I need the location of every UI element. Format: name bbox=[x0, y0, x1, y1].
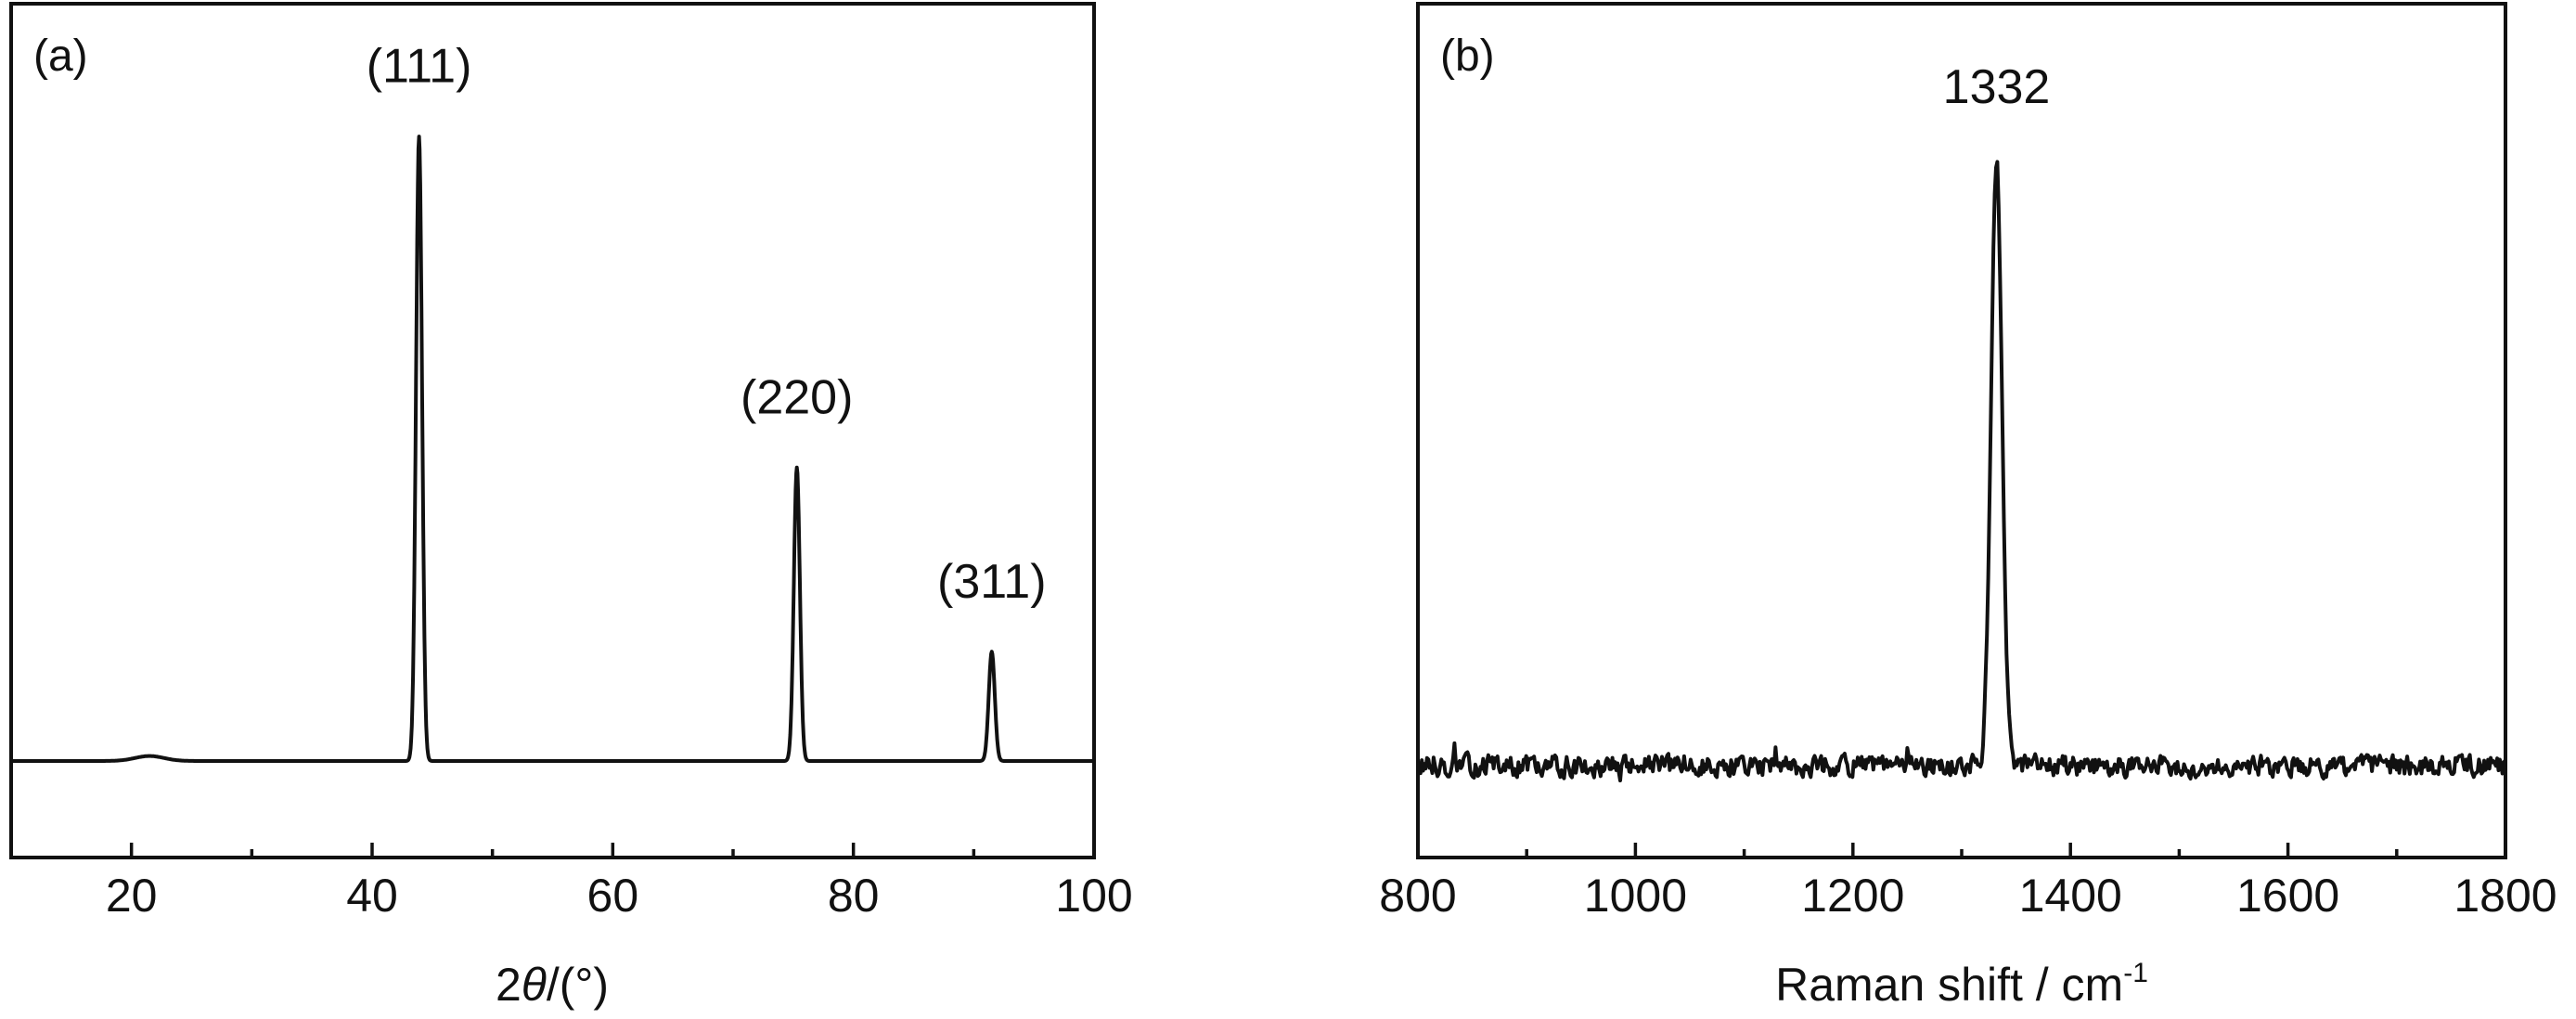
x-tick-label: 1200 bbox=[1801, 870, 1904, 922]
panel-a-label: (a) bbox=[33, 32, 88, 81]
x-tick-label: 1600 bbox=[2236, 870, 2339, 922]
panel-b-x-axis: 800 1000 1200 1400 1600 1800 bbox=[1379, 843, 2557, 922]
panel-b-label: (b) bbox=[1440, 32, 1495, 81]
x-tick-label: 1000 bbox=[1584, 870, 1687, 922]
panel-a-x-axis-title: 2θ/(°) bbox=[496, 959, 609, 1011]
panel-a-peak-labels: (111) (220) (311) bbox=[367, 40, 1047, 609]
x-tick-label: 1400 bbox=[2019, 870, 2122, 922]
peak-label: (111) bbox=[367, 40, 472, 94]
x-tick-label: 20 bbox=[106, 870, 158, 922]
x-tick-label: 40 bbox=[346, 870, 398, 922]
x-tick-label: 800 bbox=[1379, 870, 1456, 922]
panel-a-xrd-pattern bbox=[9, 135, 1096, 763]
x-tick-label: 60 bbox=[587, 870, 639, 922]
panel-b-frame bbox=[1416, 2, 2507, 859]
x-tick-label: 1800 bbox=[2454, 870, 2557, 922]
x-tick-label: 80 bbox=[828, 870, 880, 922]
panel-a-x-axis: 20 40 60 80 100 bbox=[106, 843, 1133, 922]
panel-b-peak-labels: 1332 bbox=[1943, 60, 2051, 114]
panel-a: (a) 20 40 60 80 100 (111) (220) (311) 2θ/(°) bbox=[9, 2, 1133, 1011]
peak-label: (220) bbox=[741, 370, 853, 424]
panel-b-raman-spectrum bbox=[1416, 160, 2507, 782]
peak-label: (311) bbox=[937, 555, 1047, 609]
panel-a-frame bbox=[9, 2, 1096, 859]
peak-label: 1332 bbox=[1943, 60, 2051, 114]
x-tick-label: 100 bbox=[1055, 870, 1132, 922]
panel-b: (b) 800 1000 1200 1400 1600 1800 1332 Raman s… bbox=[1379, 2, 2557, 1011]
panel-b-x-axis-title: Raman shift / cm-1 bbox=[1775, 958, 2148, 1011]
